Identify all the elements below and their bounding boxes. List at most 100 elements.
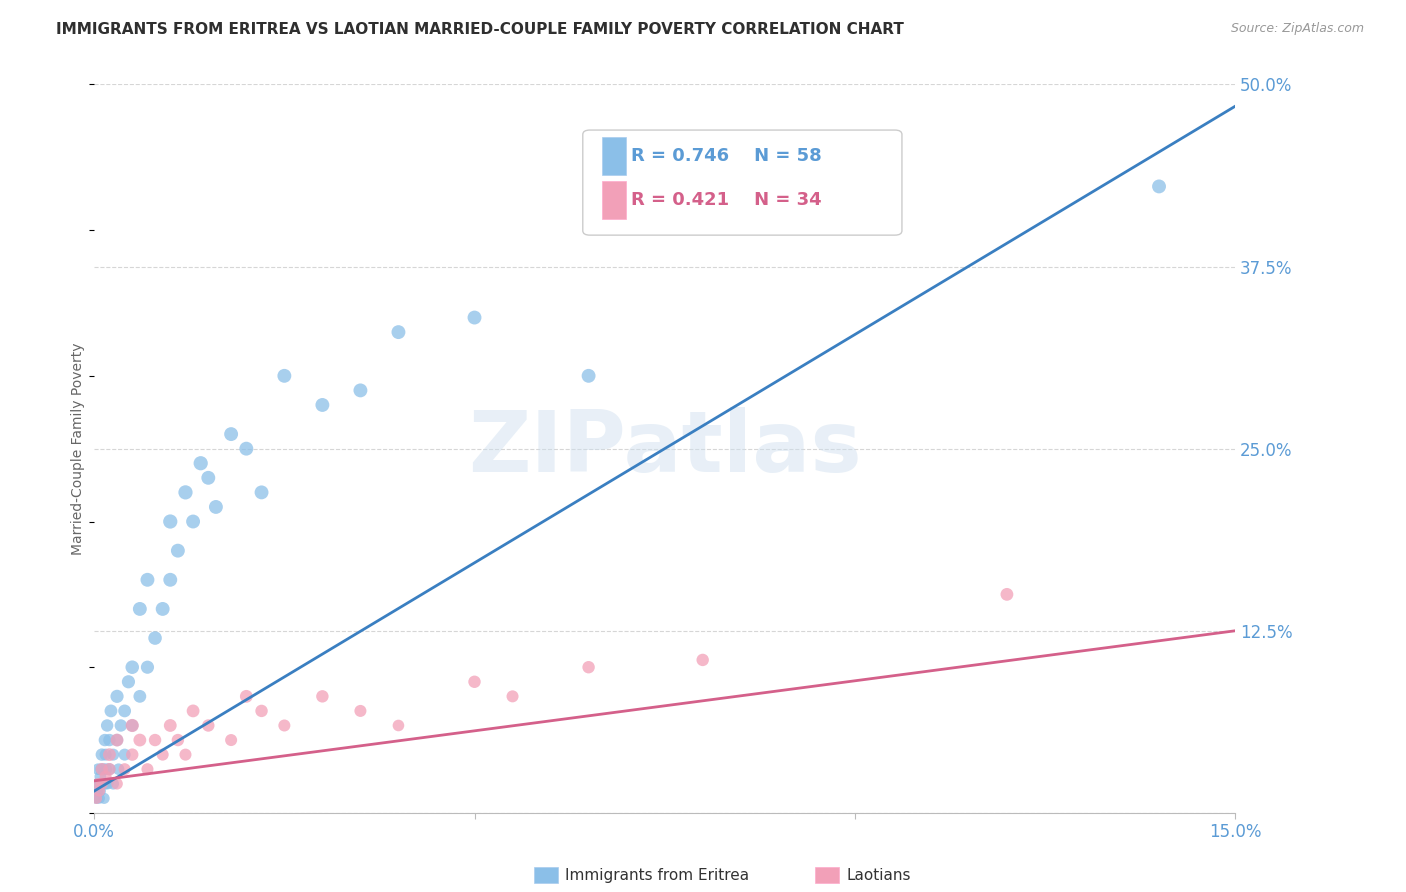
Point (167, 543, 190, 558)
Point (174, 485, 197, 500)
Point (114, 762, 136, 776)
Point (136, 762, 159, 776)
Text: R = 0.421    N = 34: R = 0.421 N = 34 (631, 191, 823, 210)
Point (110, 718, 132, 732)
Point (128, 690, 150, 704)
Point (578, 660, 600, 674)
Point (86, 791, 108, 805)
Point (143, 631, 166, 645)
Point (121, 718, 143, 732)
Point (235, 442, 257, 456)
Point (90, 762, 112, 776)
Point (89, 784, 111, 798)
Point (105, 690, 128, 704)
Point (1147, 179, 1170, 194)
Text: R = 0.746    N = 58: R = 0.746 N = 58 (631, 147, 823, 165)
Point (219, 733, 242, 747)
Point (250, 485, 273, 500)
Point (86, 791, 108, 805)
Point (387, 325, 409, 339)
Point (97, 777, 120, 791)
Point (96, 762, 118, 776)
Point (86, 777, 108, 791)
Point (349, 704, 371, 718)
Point (190, 456, 212, 470)
Point (311, 398, 333, 412)
Point (98, 762, 121, 776)
Point (121, 718, 143, 732)
Point (159, 573, 181, 587)
Text: Source: ZipAtlas.com: Source: ZipAtlas.com (1230, 22, 1364, 36)
Point (143, 733, 166, 747)
Point (128, 602, 150, 616)
Point (152, 602, 174, 616)
Point (87, 762, 110, 776)
Point (117, 674, 139, 689)
Point (136, 660, 159, 674)
Point (87, 777, 110, 791)
Point (273, 718, 295, 732)
Point (94, 777, 117, 791)
Point (98, 747, 121, 762)
Point (98, 762, 121, 776)
Point (692, 653, 714, 667)
Point (152, 747, 174, 762)
Point (181, 704, 204, 718)
Point (463, 310, 485, 325)
Point (87, 784, 110, 798)
Point (205, 500, 228, 514)
Point (98, 733, 121, 747)
Point (100, 704, 122, 718)
Point (121, 747, 143, 762)
Point (96, 718, 118, 732)
Point (94, 733, 117, 747)
Point (995, 587, 1018, 601)
Point (128, 733, 150, 747)
Point (105, 733, 128, 747)
Point (93, 791, 115, 805)
Point (250, 704, 273, 718)
Point (219, 427, 242, 442)
Point (89, 784, 111, 798)
Point (87, 777, 110, 791)
Point (387, 718, 409, 732)
Point (136, 573, 159, 587)
Text: Laotians: Laotians (846, 868, 911, 882)
Point (114, 747, 136, 762)
Point (90, 777, 112, 791)
Point (463, 674, 485, 689)
Point (91, 762, 114, 776)
Point (181, 515, 204, 529)
Point (94, 769, 117, 783)
Point (90, 747, 112, 762)
Point (105, 733, 128, 747)
Point (103, 777, 125, 791)
Point (349, 384, 371, 398)
Point (167, 733, 190, 747)
Point (235, 690, 257, 704)
Point (90, 777, 112, 791)
Point (273, 368, 295, 383)
Text: IMMIGRANTS FROM ERITREA VS LAOTIAN MARRIED-COUPLE FAMILY POVERTY CORRELATION CHA: IMMIGRANTS FROM ERITREA VS LAOTIAN MARRI… (56, 22, 904, 37)
Y-axis label: Married-Couple Family Poverty: Married-Couple Family Poverty (72, 343, 86, 555)
Point (105, 777, 128, 791)
Point (114, 704, 136, 718)
Point (84, 791, 107, 805)
Point (174, 747, 197, 762)
Point (89, 769, 111, 783)
Point (94, 747, 117, 762)
Point (89, 791, 111, 805)
Point (311, 690, 333, 704)
Point (90, 762, 112, 776)
Point (121, 660, 143, 674)
Point (197, 718, 219, 732)
Point (578, 368, 600, 383)
Point (159, 515, 181, 529)
Point (197, 471, 219, 485)
Text: ZIPatlas: ZIPatlas (468, 407, 862, 491)
Point (107, 762, 129, 776)
Point (103, 747, 125, 762)
Point (159, 718, 181, 732)
Text: Immigrants from Eritrea: Immigrants from Eritrea (565, 868, 749, 882)
Point (502, 690, 524, 704)
